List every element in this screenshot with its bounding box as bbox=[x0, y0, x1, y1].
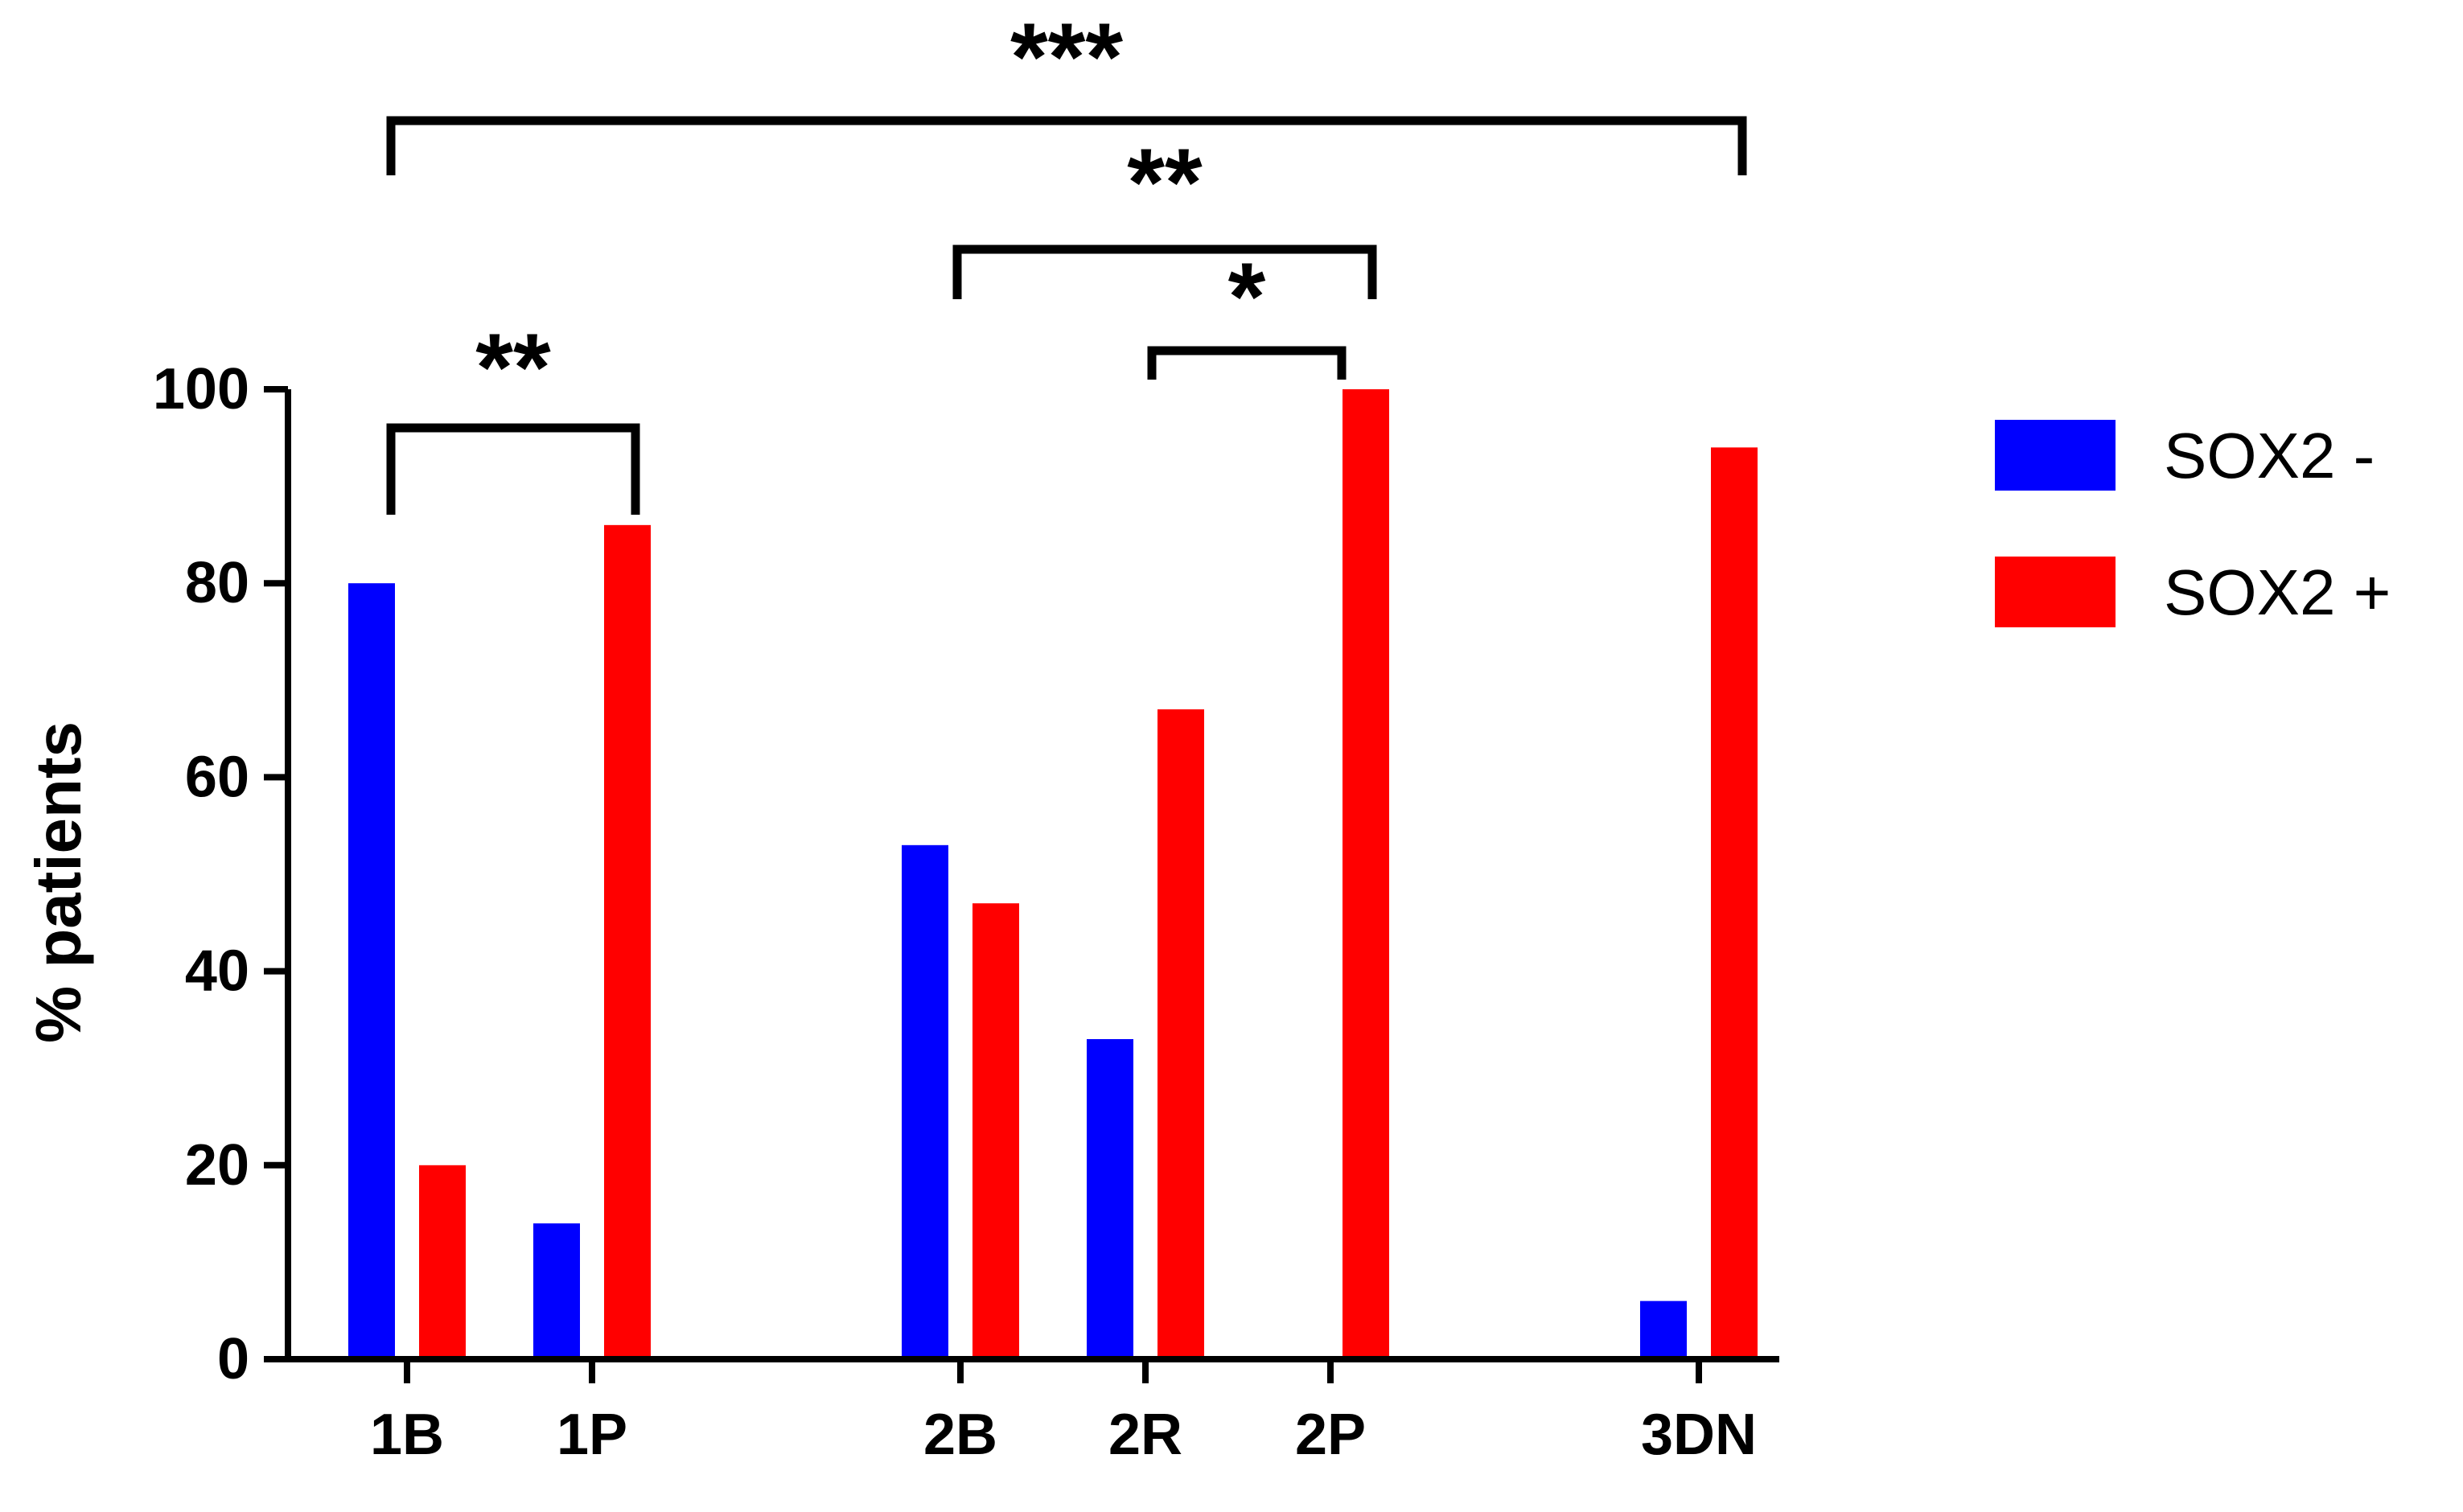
significance-label-1b-3dn: *** bbox=[1010, 3, 1123, 111]
bar-sox2-neg-3dn bbox=[1640, 1300, 1687, 1359]
bar-sox2-neg-2r bbox=[1087, 1039, 1133, 1359]
bar-sox2-pos-3dn bbox=[1711, 447, 1758, 1359]
x-tick-label-1b: 1B bbox=[370, 1403, 444, 1467]
legend-swatch-sox2-pos bbox=[1995, 557, 2116, 627]
significance-label-2b-2p: ** bbox=[1127, 129, 1203, 236]
y-tick-label-60: 60 bbox=[185, 745, 249, 809]
significance-label-1b-1p: ** bbox=[475, 314, 551, 421]
y-tick-label-40: 40 bbox=[185, 939, 249, 1004]
bar-sox2-pos-1p bbox=[604, 524, 651, 1359]
bar-sox2-pos-2r bbox=[1157, 709, 1204, 1359]
significance-bracket-1b-1p bbox=[386, 423, 640, 515]
y-tick-label-100: 100 bbox=[153, 357, 249, 421]
bar-sox2-pos-2p bbox=[1343, 389, 1389, 1359]
y-axis-label: % patients bbox=[23, 721, 94, 1043]
significance-bracket-2r-2p bbox=[1147, 346, 1347, 380]
significance-bracket-2b-2p bbox=[952, 244, 1377, 299]
x-tick-label-2p: 2P bbox=[1295, 1403, 1366, 1467]
significance-label-2r-2p: * bbox=[1228, 243, 1266, 351]
bar-sox2-pos-1b bbox=[419, 1165, 466, 1359]
x-tick-label-2r: 2R bbox=[1108, 1403, 1182, 1467]
significance-bracket-1b-3dn bbox=[386, 116, 1747, 175]
x-tick-label-1p: 1P bbox=[557, 1403, 627, 1467]
x-tick-label-3dn: 3DN bbox=[1641, 1403, 1757, 1467]
y-tick-label-0: 0 bbox=[217, 1327, 249, 1391]
legend-label-sox2-neg: SOX2 - bbox=[2164, 420, 2375, 491]
bar-sox2-neg-1p bbox=[533, 1223, 580, 1359]
x-tick-label-2b: 2B bbox=[923, 1403, 997, 1467]
y-tick-label-80: 80 bbox=[185, 551, 249, 615]
legend-label-sox2-pos: SOX2 + bbox=[2164, 557, 2391, 628]
bar-sox2-neg-1b bbox=[348, 583, 395, 1359]
legend-swatch-sox2-neg bbox=[1995, 420, 2116, 491]
bar-sox2-pos-2b bbox=[972, 903, 1019, 1359]
y-tick-label-20: 20 bbox=[185, 1133, 249, 1198]
bar-sox2-neg-2b bbox=[902, 844, 948, 1359]
